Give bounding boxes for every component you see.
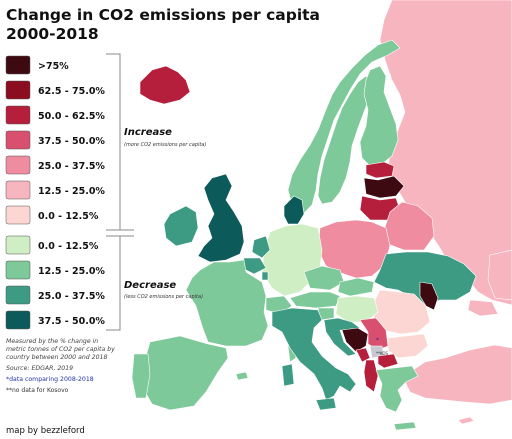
- legend-label-decrease-3: 37.5 - 50.0%: [38, 316, 105, 327]
- region-moldova: [419, 281, 439, 311]
- region-great-britain: [197, 173, 245, 263]
- legend-swatch-increase-1: [5, 80, 31, 100]
- region-kazakhstan: [487, 249, 512, 301]
- increase-bracket: [106, 53, 121, 231]
- region-france: [185, 259, 269, 347]
- region-italy-sardinia: [281, 363, 295, 387]
- title-line-1: Change in CO2 emissions per capita: [6, 6, 320, 24]
- legend-swatch-increase-6: [5, 205, 31, 225]
- region-ukraine: [373, 251, 477, 307]
- legend-swatch-increase-4: [5, 155, 31, 175]
- region-north-macedonia: [377, 353, 399, 369]
- legend-swatch-increase-2: [5, 105, 31, 125]
- legend-label-increase-3: 37.5 - 50.0%: [38, 136, 105, 147]
- legend-label-increase-6: 0.0 - 12.5%: [38, 211, 99, 222]
- legend-swatch-decrease-2: [5, 285, 31, 305]
- region-portugal: [131, 353, 151, 399]
- region-bulgaria: [387, 333, 429, 359]
- legend-increase-group: >75% 62.5 - 75.0% 50.0 - 62.5% 37.5 - 50.0%…: [5, 55, 105, 225]
- decrease-title: Decrease: [124, 280, 176, 291]
- legend-decrease-group: 0.0 - 12.5% 12.5 - 25.0% 25.0 - 37.5% 37.5 …: [5, 235, 105, 330]
- data-note: *data comparing 2008-2018: [6, 376, 94, 383]
- region-austria: [289, 291, 341, 309]
- region-netherlands: [251, 235, 271, 259]
- legend-swatch-increase-0: [5, 55, 31, 75]
- legend-label-increase-1: 62.5 - 75.0%: [38, 86, 105, 97]
- region-albania: [363, 359, 379, 393]
- note-line-2: metric tonnes of CO2 per capita by: [6, 345, 115, 353]
- region-montenegro: [355, 347, 371, 363]
- legend-swatch-increase-5: [5, 180, 31, 200]
- decrease-note: (less CO2 emissions per capita): [124, 294, 203, 300]
- region-hungary: [335, 295, 379, 323]
- legend-label-decrease-2: 25.0 - 37.5%: [38, 291, 105, 302]
- bracket-ticks: [120, 229, 134, 237]
- region-estonia: [365, 161, 395, 179]
- legend-swatch-increase-3: [5, 130, 31, 150]
- region-latvia: [363, 175, 405, 199]
- legend-swatch-decrease-0: [5, 235, 31, 255]
- region-serbia: [359, 317, 389, 351]
- region-luxembourg: [261, 271, 269, 281]
- region-turkey: [404, 344, 512, 405]
- region-slovakia: [337, 277, 375, 297]
- title-line-2: 2000-2018: [6, 25, 99, 43]
- legend-label-increase-5: 12.5 - 25.0%: [38, 186, 105, 197]
- legend: Increase (more CO2 emissions per capita)…: [5, 53, 206, 331]
- region-croatia: [323, 317, 361, 357]
- note-line-1: Measured by the % change in: [6, 337, 98, 345]
- region-spain-balearic: [235, 371, 249, 381]
- region-italy: [271, 307, 357, 401]
- region-spain: [143, 335, 229, 411]
- map-asterisk: *: [376, 337, 379, 344]
- increase-note: (more CO2 emissions per capita): [124, 142, 206, 148]
- legend-label-increase-4: 25.0 - 37.5%: [38, 161, 105, 172]
- legend-swatch-decrease-3: [5, 310, 31, 330]
- legend-label-increase-2: 50.0 - 62.5%: [38, 111, 105, 122]
- legend-swatch-decrease-1: [5, 260, 31, 280]
- region-greece-crete: [393, 421, 417, 431]
- legend-label-increase-0: >75%: [38, 61, 69, 72]
- region-ireland: [163, 205, 199, 247]
- legend-label-decrease-0: 0.0 - 12.5%: [38, 241, 99, 252]
- legend-label-decrease-1: 12.5 - 25.0%: [38, 266, 105, 277]
- decrease-bracket: [106, 235, 121, 331]
- region-norway: [287, 39, 401, 216]
- region-bosnia: [341, 327, 369, 353]
- note-line-3: country between 2000 and 2018: [6, 353, 107, 361]
- map-layer: [131, 0, 512, 431]
- region-iceland: [139, 65, 191, 105]
- kosovo-note: **no data for Kosovo: [6, 387, 69, 394]
- region-greece: [375, 365, 419, 413]
- region-cyprus: [457, 416, 475, 425]
- increase-title: Increase: [124, 127, 172, 138]
- region-denmark: [283, 195, 305, 225]
- region-italy-sicily: [315, 397, 337, 411]
- map-kosovo-label: **KOS: [376, 351, 389, 356]
- region-georgia: [467, 299, 499, 317]
- credit: map by bezzleford: [6, 426, 85, 436]
- source-note: Source: EDGAR, 2019: [6, 365, 73, 372]
